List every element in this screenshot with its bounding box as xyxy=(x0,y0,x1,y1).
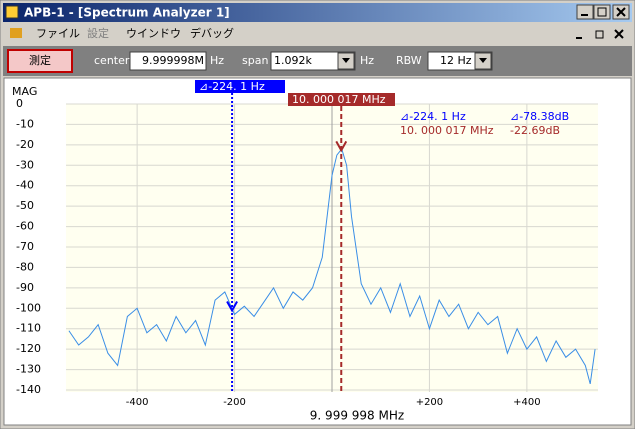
ref-readout-freq: 10. 000 017 MHz xyxy=(400,124,494,137)
center-input[interactable] xyxy=(129,51,207,71)
mdi-buttons[interactable] xyxy=(576,29,624,39)
span-label: span xyxy=(242,54,268,67)
maximize[interactable] xyxy=(593,4,611,20)
menu-item[interactable]: ファイル xyxy=(36,27,80,40)
mdi-restore[interactable] xyxy=(595,30,604,39)
app-icon xyxy=(5,5,19,19)
menu-item[interactable]: ウインドウ xyxy=(126,27,181,40)
maximize-glyph xyxy=(597,7,607,17)
x-tick-label: +400 xyxy=(513,397,540,408)
delta-readout-level: ⊿-78.38dB xyxy=(510,110,569,123)
menu-item[interactable]: 設定 xyxy=(87,26,109,40)
rbw-label: RBW xyxy=(396,54,422,67)
y-tick-label: -130 xyxy=(16,363,41,376)
y-tick-label: -70 xyxy=(16,240,34,253)
measure-label: 測定 xyxy=(29,53,51,67)
spectrum-line xyxy=(68,147,596,384)
delta-marker-arrow xyxy=(226,300,238,313)
y-tick-label: -120 xyxy=(16,342,41,355)
mdi-close[interactable] xyxy=(614,29,624,39)
ref-readout-level: -22.69dB xyxy=(510,124,560,137)
ref-marker-tag-label: 10. 000 017 MHz xyxy=(292,93,386,106)
x-axis-label: 9. 999 998 MHz xyxy=(310,409,404,423)
window-buttons[interactable] xyxy=(576,4,630,20)
close-glyph xyxy=(616,7,626,17)
ref-marker-arrow xyxy=(335,140,348,153)
window-title: APB-1 - [Spectrum Analyzer 1] xyxy=(24,6,230,20)
y-tick-label: -10 xyxy=(16,117,34,130)
x-tick-label: -200 xyxy=(223,397,246,408)
center-value: 9.999998M xyxy=(142,54,204,67)
delta-marker-tag-label: ⊿-224. 1 Hz xyxy=(199,80,265,93)
y-tick-label: -80 xyxy=(16,260,34,273)
y-tick-label: -20 xyxy=(16,138,34,151)
delta-readout-freq: ⊿-224. 1 Hz xyxy=(400,110,466,123)
y-tick-label: -140 xyxy=(16,383,41,396)
y-tick-label: -110 xyxy=(16,322,41,335)
span-unit: Hz xyxy=(360,54,374,67)
y-tick-label: -50 xyxy=(16,199,34,212)
y-tick-label: -100 xyxy=(16,301,41,314)
y-axis-label: MAG xyxy=(12,85,37,98)
y-tick-label: -30 xyxy=(16,158,34,171)
y-tick-label: 0 xyxy=(16,97,23,110)
ref-marker-tag xyxy=(288,93,395,106)
center-unit: Hz xyxy=(210,54,224,67)
y-tick-label: -40 xyxy=(16,179,34,192)
arrow xyxy=(342,58,350,63)
y-tick-label: -60 xyxy=(16,220,34,233)
title-bar xyxy=(3,3,632,22)
span-value: 1.092k xyxy=(274,54,312,67)
doc-icon xyxy=(10,28,22,38)
menu-item[interactable]: デバッグ xyxy=(190,26,234,40)
arrow xyxy=(479,58,487,63)
center-label: center xyxy=(94,54,130,67)
y-tick-label: -90 xyxy=(16,281,34,294)
span-select[interactable] xyxy=(270,51,356,71)
measure-button[interactable] xyxy=(7,49,73,73)
rbw-value: 12 Hz xyxy=(440,54,472,67)
x-tick-label: -400 xyxy=(126,397,149,408)
x-tick-label: +200 xyxy=(416,397,443,408)
minimize[interactable] xyxy=(576,4,594,20)
delta-marker-tag xyxy=(195,80,285,93)
